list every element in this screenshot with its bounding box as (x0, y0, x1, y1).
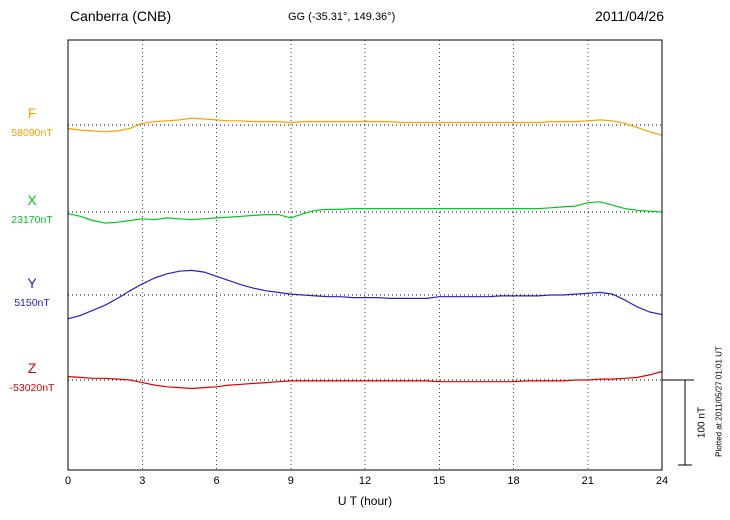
x-tick-labels: 0 3 6 9 12 15 18 21 24 (0, 475, 730, 489)
plot-frame (67, 39, 663, 471)
trace-Y (67, 269, 663, 320)
plotted-at-note: Plotted at 2011/05/27 01:01 UT (714, 346, 724, 457)
series-label-X: X 23170nT (2, 192, 62, 227)
x-tick-21: 21 (581, 475, 594, 487)
series-baseline-value-X: 23170nT (11, 214, 53, 226)
trace-Z (67, 370, 663, 390)
x-tick-3: 3 (139, 475, 146, 487)
x-tick-12: 12 (358, 475, 372, 487)
series-label-F: F 58090nT (2, 105, 62, 140)
plot-date: 2011/04/26 (594, 8, 664, 24)
trace-F (67, 117, 663, 136)
station-name: Canberra (CNB) (70, 8, 172, 24)
x-tick-18: 18 (507, 475, 520, 487)
series-baseline-value-Z: -53020nT (9, 382, 55, 394)
x-tick-9: 9 (287, 475, 294, 487)
trace-X (67, 201, 663, 224)
x-tick-6: 6 (213, 475, 220, 487)
series-label-Z: Z -53020nT (2, 360, 62, 395)
x-tick-0: 0 (64, 475, 72, 487)
x-axis-label: U T (hour) (337, 494, 393, 508)
station-coordinates: GG (-35.31°, 149.36°) (288, 11, 396, 23)
x-tick-24: 24 (655, 475, 669, 487)
series-letter-F: F (27, 105, 37, 121)
series-label-Y: Y 5150nT (2, 275, 62, 310)
x-tick-15: 15 (433, 475, 446, 487)
series-letter-X: X (27, 192, 37, 208)
series-letter-Z: Z (27, 360, 37, 376)
scale-bar-label: 100 nT (696, 406, 708, 439)
series-baseline-value-Y: 5150nT (14, 297, 50, 309)
series-baseline-value-F: 58090nT (11, 127, 53, 139)
series-letter-Y: Y (27, 275, 37, 291)
